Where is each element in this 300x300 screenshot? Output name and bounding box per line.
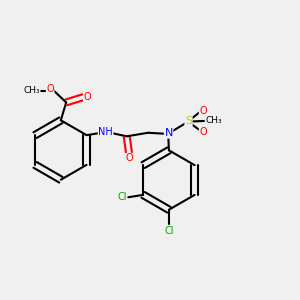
Text: O: O (126, 153, 133, 163)
Text: Cl: Cl (117, 192, 127, 202)
Text: N: N (164, 128, 173, 138)
Text: CH₃: CH₃ (205, 116, 222, 125)
Text: Cl: Cl (164, 226, 174, 236)
Text: NH: NH (98, 127, 113, 136)
Text: CH₃: CH₃ (23, 86, 40, 95)
Text: S: S (185, 116, 192, 126)
Text: O: O (83, 92, 91, 101)
Text: O: O (199, 106, 207, 116)
Text: O: O (46, 84, 54, 94)
Text: O: O (199, 127, 207, 136)
